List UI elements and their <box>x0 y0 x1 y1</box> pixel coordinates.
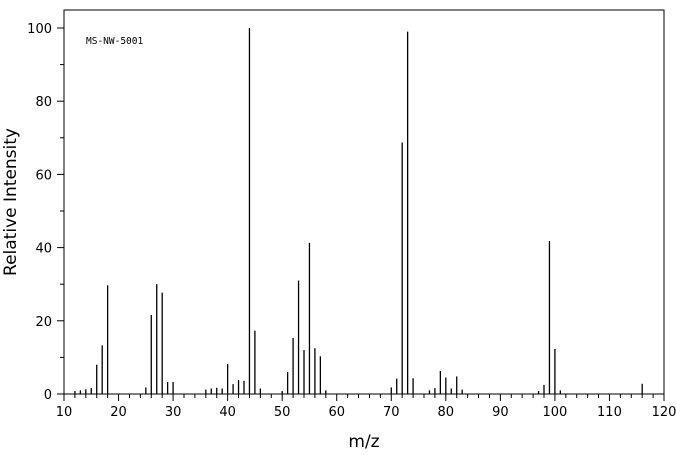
x-tick-label: 80 <box>438 405 455 420</box>
x-axis-title: m/z <box>348 432 379 452</box>
spectrum-peaks <box>74 28 643 394</box>
y-axis-ticks: 0 20 40 60 80 100 <box>27 22 64 403</box>
spectrum-id-annotation: MS-NW-5001 <box>86 36 143 47</box>
x-tick-label: 20 <box>110 405 127 420</box>
x-tick-label: 120 <box>652 405 676 420</box>
x-tick-label: 50 <box>274 405 291 420</box>
y-tick-label: 60 <box>35 168 52 183</box>
x-tick-label: 90 <box>492 405 509 420</box>
x-tick-label: 10 <box>56 405 73 420</box>
y-tick-label: 80 <box>35 95 52 110</box>
y-axis-title: Relative Intensity <box>1 128 21 276</box>
x-tick-label: 70 <box>383 405 400 420</box>
x-axis-ticks: 10 20 30 40 50 60 70 80 90 100 110 120 <box>56 394 676 420</box>
x-tick-label: 30 <box>165 405 182 420</box>
plot-frame <box>63 9 665 395</box>
x-tick-label: 60 <box>328 405 345 420</box>
x-tick-label: 40 <box>219 405 236 420</box>
x-tick-label: 100 <box>542 405 567 420</box>
y-tick-label: 40 <box>35 242 52 257</box>
y-tick-label: 20 <box>35 315 52 330</box>
y-tick-label: 0 <box>44 388 52 403</box>
y-tick-label: 100 <box>27 22 52 37</box>
x-tick-label: 110 <box>597 405 622 420</box>
